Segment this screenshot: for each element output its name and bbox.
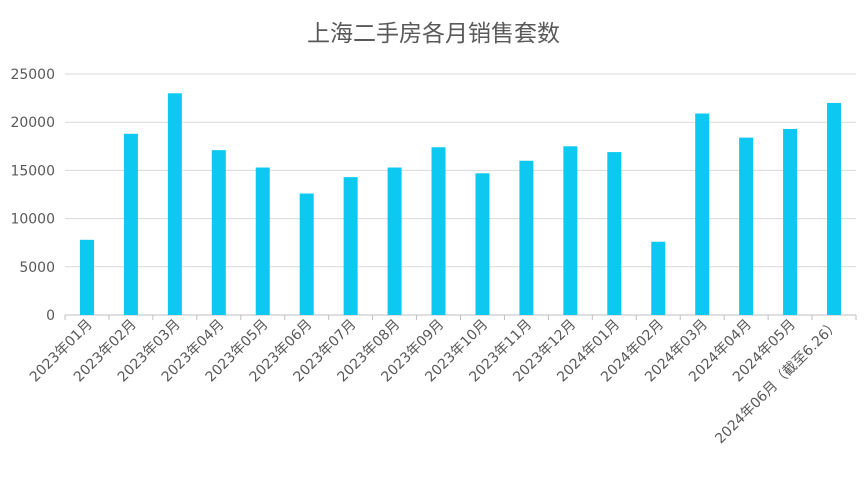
bar <box>167 93 182 315</box>
y-tick-label: 0 <box>46 308 55 324</box>
bar <box>475 173 490 315</box>
bar <box>783 128 798 315</box>
y-tick-label: 15000 <box>10 163 55 179</box>
y-tick-label: 25000 <box>10 67 55 83</box>
bar <box>79 239 94 315</box>
bar <box>695 113 710 315</box>
bar <box>255 167 270 315</box>
bar <box>211 150 226 315</box>
bar <box>299 193 314 315</box>
bar <box>563 146 578 315</box>
bar <box>343 177 358 315</box>
bar <box>519 160 534 315</box>
chart-title: 上海二手房各月销售套数 <box>307 21 560 47</box>
bar <box>607 152 622 315</box>
bar <box>739 137 754 315</box>
bar <box>651 241 666 315</box>
y-tick-label: 20000 <box>10 115 55 131</box>
y-tick-label: 10000 <box>10 212 55 228</box>
bar <box>827 102 842 315</box>
bar <box>431 147 446 315</box>
y-tick-label: 5000 <box>19 260 55 276</box>
bar <box>123 133 138 315</box>
bar <box>387 167 402 315</box>
